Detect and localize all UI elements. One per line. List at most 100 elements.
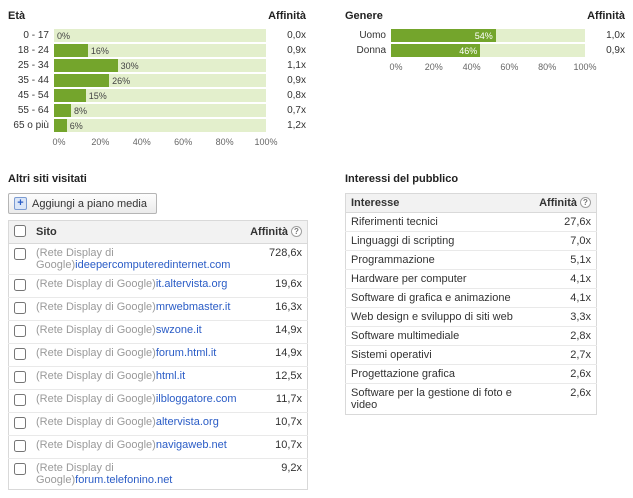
age-chart-axis: 0% 20% 40% 60% 80% 100% (52, 136, 277, 149)
site-link[interactable]: ilbloggatore.com (155, 393, 237, 405)
site-link[interactable]: altervista.org (155, 416, 219, 428)
site-affinity-value: 12,5x (245, 366, 308, 390)
site-row-checkbox[interactable] (14, 279, 26, 291)
interest-affinity-value: 4,1x (534, 288, 597, 308)
age-category-label: 18 - 24 (17, 45, 49, 56)
site-affinity-value: 14,9x (245, 320, 308, 344)
interest-row: Progettazione grafica 2,6x (345, 364, 597, 384)
site-link[interactable]: mrwebmaster.it (155, 301, 231, 313)
add-to-media-plan-label: Aggiungi a piano media (32, 197, 147, 210)
site-link[interactable]: forum.html.it (155, 347, 217, 359)
site-row-checkbox[interactable] (14, 248, 26, 260)
age-chart-row: 18 - 24 16% 0,9x (8, 44, 306, 57)
age-bar-value-label: 6% (69, 120, 83, 131)
age-category-label: 55 - 64 (17, 105, 49, 116)
age-category-label: 45 - 54 (17, 90, 49, 101)
gender-chart: Genere Affinità Uomo 54% 1,0x Donna 46% 0,9x … (345, 8, 625, 74)
interest-row: Sistemi operativi 2,7x (345, 345, 597, 365)
site-link[interactable]: navigaweb.net (155, 439, 227, 451)
site-cell: (Rete Display di Google)html.it (31, 366, 246, 390)
interest-affinity-value: 5,1x (534, 250, 597, 270)
age-affinity-value: 0,0x (287, 30, 306, 41)
age-chart-row: 0 - 17 0% 0,0x (8, 29, 306, 42)
site-row-checkbox[interactable] (14, 440, 26, 452)
gender-chart-row: Donna 46% 0,9x (345, 44, 625, 57)
age-axis-tick: 20% (91, 137, 110, 147)
interest-label: Progettazione grafica (345, 364, 535, 384)
gender-chart-row: Uomo 54% 1,0x (345, 29, 625, 42)
age-chart: Età Affinità 0 - 17 0% 0,0x 18 - 24 16% 0,9x 2… (8, 8, 306, 149)
age-affinity-value: 1,1x (287, 60, 306, 71)
interest-affinity-value: 2,6x (534, 364, 597, 384)
site-network-prefix: (Rete Display di Google) (36, 347, 156, 359)
site-column-header: Sito (31, 220, 246, 244)
sites-panel-title: Altri siti visitati (8, 173, 87, 185)
site-network-prefix: (Rete Display di Google) (36, 370, 156, 382)
interest-affinity-value: 27,6x (534, 212, 597, 232)
site-cell: (Rete Display di Google)swzone.it (31, 320, 246, 344)
interest-row: Web design e sviluppo di siti web 3,3x (345, 307, 597, 327)
age-bar-track: 8% (54, 104, 266, 117)
age-affinity-value: 0,9x (287, 75, 306, 86)
gender-chart-axis: 0% 20% 40% 60% 80% 100% (389, 61, 596, 74)
site-row-checkbox-cell (8, 320, 31, 344)
interest-affinity-value: 2,8x (534, 326, 597, 346)
site-row: (Rete Display di Google)forum.telefonino… (8, 458, 308, 490)
age-affinity-value: 1,2x (287, 120, 306, 131)
site-row-checkbox-cell (8, 389, 31, 413)
site-affinity-value: 11,7x (245, 389, 308, 413)
interest-row: Programmazione 5,1x (345, 250, 597, 270)
site-cell: (Rete Display di Google)altervista.org (31, 412, 246, 436)
age-chart-row: 45 - 54 15% 0,8x (8, 89, 306, 102)
gender-bar-value-label: 46% (459, 45, 478, 56)
select-all-checkbox[interactable] (14, 225, 26, 237)
site-link[interactable]: forum.telefonino.net (75, 474, 173, 486)
interests-panel-title: Interessi del pubblico (345, 173, 459, 185)
site-row-checkbox[interactable] (14, 394, 26, 406)
age-bar-value-label: 26% (112, 75, 131, 86)
gender-axis-tick: 20% (424, 62, 443, 72)
age-axis-tick: 0% (52, 137, 66, 147)
age-bar-track: 15% (54, 89, 266, 102)
site-row-checkbox[interactable] (14, 371, 26, 383)
site-row-checkbox-cell (8, 343, 31, 367)
age-axis-tick: 80% (215, 137, 234, 147)
site-row-checkbox-cell (8, 412, 31, 436)
site-row-checkbox-cell (8, 274, 31, 298)
site-link[interactable]: ideepercomputeredinternet.com (75, 259, 231, 271)
interests-table: Interesse Affinità? Riferimenti tecnici 2… (345, 193, 597, 415)
gender-axis-tick: 80% (538, 62, 557, 72)
interests-affinity-column-header: Affinità (539, 197, 577, 209)
add-to-media-plan-button[interactable]: + Aggiungi a piano media (8, 193, 157, 214)
site-link[interactable]: swzone.it (155, 324, 202, 336)
site-row-checkbox[interactable] (14, 302, 26, 314)
site-row: (Rete Display di Google)it.altervista.or… (8, 274, 308, 298)
affinity-help-icon[interactable]: ? (291, 226, 302, 237)
site-link[interactable]: html.it (155, 370, 186, 382)
interest-label: Programmazione (345, 250, 535, 270)
age-bar-value-label: 30% (120, 60, 139, 71)
age-bar-track: 0% (54, 29, 266, 42)
interest-label: Hardware per computer (345, 269, 535, 289)
interest-affinity-value: 2,6x (534, 383, 597, 415)
interest-label: Software di grafica e animazione (345, 288, 535, 308)
site-link[interactable]: it.altervista.org (155, 278, 228, 290)
site-cell: (Rete Display di Google)navigaweb.net (31, 435, 246, 459)
sites-affinity-column-header: Affinità (250, 226, 288, 238)
age-chart-title: Età (8, 10, 26, 22)
affinity-help-icon[interactable]: ? (580, 197, 591, 208)
site-row-checkbox[interactable] (14, 348, 26, 360)
interest-label: Web design e sviluppo di siti web (345, 307, 535, 327)
site-cell: (Rete Display di Google)ilbloggatore.com (31, 389, 246, 413)
site-affinity-value: 728,6x (245, 243, 308, 275)
age-bar-value-label: 16% (90, 45, 109, 56)
site-row-checkbox[interactable] (14, 417, 26, 429)
gender-chart-rows: Uomo 54% 1,0x Donna 46% 0,9x (345, 29, 625, 57)
site-row-checkbox[interactable] (14, 325, 26, 337)
gender-category-label: Uomo (359, 30, 386, 41)
age-bar-value-label: 15% (88, 90, 107, 101)
charts-row: Età Affinità 0 - 17 0% 0,0x 18 - 24 16% 0,9x 2… (8, 8, 625, 149)
site-row-checkbox[interactable] (14, 463, 26, 475)
age-bar (54, 104, 71, 117)
interest-row: Hardware per computer 4,1x (345, 269, 597, 289)
